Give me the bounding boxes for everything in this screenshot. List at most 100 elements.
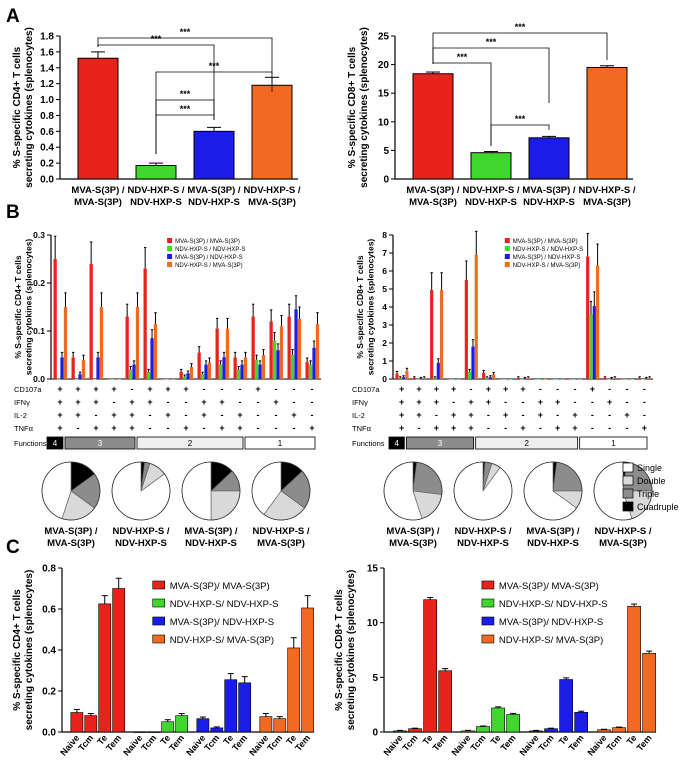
combo-mark: - [311, 397, 314, 407]
combo-mark: + [93, 384, 98, 394]
combo-mark: - [591, 397, 594, 407]
pie-legend-swatch [622, 501, 634, 512]
y-tick-label: 5 [372, 673, 378, 684]
bar [63, 307, 68, 379]
y-tick-label: 10 [367, 618, 379, 629]
bar [597, 729, 611, 733]
combo-mark: + [291, 410, 296, 420]
legend-label: NDV-HXP-S / NDV-HXP-S [513, 247, 583, 253]
combo-mark: - [504, 423, 507, 433]
combo-mark: + [237, 410, 242, 420]
marker-label: IL-2 [14, 411, 27, 420]
bar [491, 707, 505, 733]
y-tick-label: 20 [378, 60, 390, 71]
bar [586, 256, 590, 379]
bar [433, 378, 437, 379]
combo-mark: - [221, 384, 224, 394]
legend-label: MVA-S(3P) / NDV-HXP-S [175, 255, 243, 261]
bar [506, 714, 521, 733]
bar [468, 371, 472, 379]
bar [620, 379, 624, 380]
combo-mark: + [451, 384, 456, 394]
y-tick-label: 6 [382, 266, 387, 276]
combo-mark: + [93, 397, 98, 407]
functions-label: Functions [352, 439, 385, 448]
group-label: MVA-S(3P) / [526, 526, 579, 537]
significance-bracket [155, 114, 215, 154]
bar [627, 605, 641, 733]
marker-label: IL-2 [352, 411, 365, 420]
y-axis-label: % S-specific CD4+ T cells [12, 589, 23, 711]
group-label: NDV-HXP-S [115, 538, 167, 549]
bar [592, 306, 596, 379]
legend-swatch [481, 598, 495, 608]
function-box-label: 3 [438, 439, 443, 448]
legend-swatch [504, 238, 510, 243]
y-tick-label: 0.0 [33, 374, 45, 384]
bar [125, 316, 129, 379]
bar [301, 607, 315, 733]
combo-mark: + [520, 384, 525, 394]
combo-mark: - [643, 410, 646, 420]
combo-mark: + [111, 423, 116, 433]
bar [143, 268, 147, 379]
bar [395, 373, 399, 379]
pie-legend-label: Single [637, 463, 662, 473]
bar [624, 379, 628, 380]
combo-mark: - [257, 423, 260, 433]
combo-mark: - [574, 397, 577, 407]
combo-mark: + [165, 410, 170, 420]
y-tick-label: 0 [372, 728, 378, 739]
bar [526, 378, 530, 379]
significance-bracket [432, 47, 550, 103]
legend-label: MVA-S(3P)/ MVA-S(3P) [170, 581, 270, 592]
bar [99, 307, 104, 379]
combo-mark: + [624, 410, 629, 420]
marker-label: IFNγ [352, 398, 368, 407]
combo-mark: - [275, 410, 278, 420]
bar [586, 66, 628, 180]
y-tick-label: 0.4 [42, 646, 56, 657]
bar [575, 379, 579, 380]
group-label: NDV-HXP-S / [252, 526, 309, 537]
pie-outline [593, 461, 653, 521]
legend-label: MVA-S(3P)/ MVA-S(3P) [499, 581, 599, 592]
marker-label: IFNγ [14, 398, 30, 407]
combo-mark: + [538, 410, 543, 420]
bar [96, 357, 100, 379]
bar [186, 373, 190, 379]
bar [179, 371, 183, 379]
combo-mark: + [555, 423, 560, 433]
bar [589, 314, 593, 379]
combo-mark: + [201, 397, 206, 407]
bar [133, 731, 147, 733]
combo-mark: + [399, 410, 404, 420]
combo-mark: - [608, 423, 611, 433]
y-tick-label: 1.8 [40, 32, 54, 43]
bar [627, 379, 631, 380]
pie-outline [523, 461, 583, 521]
function-box [579, 436, 648, 450]
function-box-label: 1 [611, 439, 616, 448]
function-box [46, 436, 64, 450]
combo-mark: - [167, 397, 170, 407]
legend-swatch [167, 262, 173, 267]
chart-c-left: % S-specific CD4+ T cells secreting cytok… [12, 564, 315, 758]
legend-label: MVA-S(3P)/ NDV-HXP-S [499, 617, 603, 628]
bar [474, 254, 478, 379]
combo-mark: + [129, 423, 134, 433]
y-axis-label: % S-specific CD8+ T cells [355, 255, 365, 358]
y-tick-label: 0.6 [42, 605, 56, 616]
group-label: MVA-S(3P) [599, 538, 647, 549]
bar [254, 359, 259, 379]
bar [540, 379, 544, 380]
bar [98, 603, 112, 733]
bar [568, 379, 572, 380]
significance-stars: *** [209, 61, 220, 71]
function-box-label: 4 [53, 439, 58, 448]
combo-mark: - [257, 410, 260, 420]
combo-mark: + [255, 384, 260, 394]
combo-mark: - [574, 384, 577, 394]
bar [520, 379, 524, 380]
subset-label: Tem [230, 733, 249, 753]
